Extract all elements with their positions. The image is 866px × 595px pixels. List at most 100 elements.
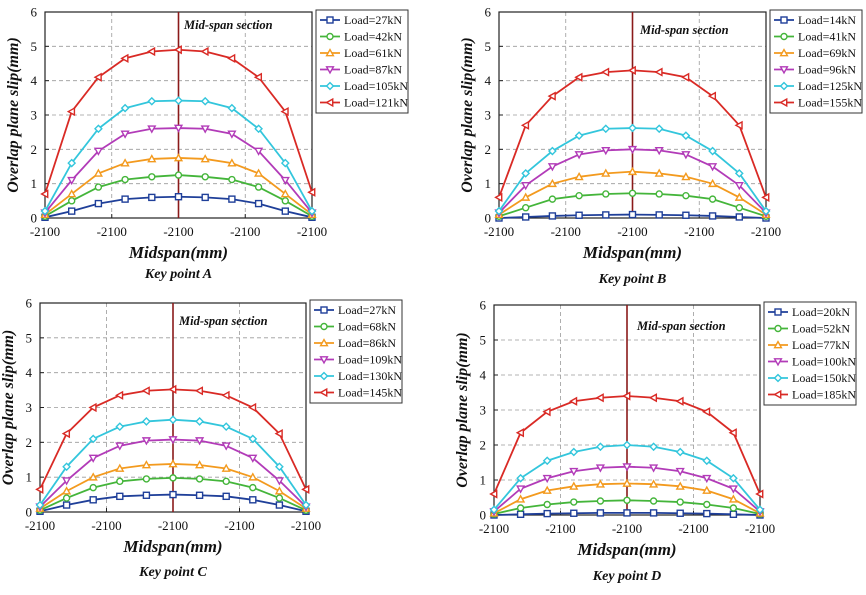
panel-3: 0 1 2 3 4 5 6 -2100 -2100 -2100 -2100 -2100 Mid-span… [0, 296, 403, 580]
data-point [67, 197, 76, 205]
data-point [675, 481, 685, 490]
legend-marker [773, 389, 782, 400]
data-point [761, 192, 770, 202]
data-point [574, 131, 584, 140]
data-point [141, 437, 151, 446]
x-tick-label: -2100 [479, 521, 509, 536]
data-point [489, 505, 499, 515]
x-tick-label: -2100 [484, 224, 514, 239]
data-point [623, 509, 631, 517]
y-tick-label: 5 [480, 333, 487, 348]
data-point [62, 501, 71, 509]
legend-label: Load=125kN [798, 79, 862, 93]
data-point [681, 171, 691, 181]
x-tick-label: -2100 [163, 224, 193, 239]
legend: Load=27kN Load=68kN Load=86kN Load=109kN Loa… [309, 299, 403, 404]
data-point [542, 407, 551, 417]
data-point [649, 464, 659, 473]
data-point [249, 496, 257, 504]
data-point [248, 472, 258, 481]
y-tick-label: 4 [26, 365, 33, 380]
data-point [247, 402, 257, 413]
data-point [734, 181, 744, 191]
data-point [146, 46, 156, 57]
data-point [200, 125, 210, 134]
x-tick-label: -2100 [678, 521, 708, 536]
y-tick-label: 0 [26, 505, 33, 520]
y-tick-label: 2 [485, 142, 492, 157]
data-point [200, 46, 209, 57]
data-point [274, 477, 284, 486]
legend-marker [780, 16, 788, 24]
data-point [601, 124, 611, 134]
panel-title: Key point A [144, 267, 212, 282]
data-point [94, 183, 103, 191]
data-point [228, 175, 236, 184]
data-point [174, 171, 183, 179]
data-point [174, 96, 183, 105]
x-tick-label: -2100 [224, 518, 254, 533]
legend: Load=27kN Load=42kN Load=61kN Load=87kN Load… [315, 9, 409, 114]
data-point [274, 486, 284, 495]
data-point [489, 489, 498, 499]
data-point [548, 212, 557, 220]
data-point [254, 199, 263, 208]
data-point [601, 146, 611, 156]
data-point [628, 123, 637, 133]
data-point [729, 510, 738, 518]
data-point [570, 498, 578, 506]
data-point [173, 153, 184, 162]
x-tick-label: -2100 [545, 521, 575, 536]
legend-marker [773, 373, 783, 383]
x-tick-label: -2100 [297, 224, 327, 239]
y-tick-label: 6 [26, 296, 33, 311]
legend-label: Load=105kN [344, 79, 408, 93]
data-point [62, 462, 71, 472]
legend-marker [326, 16, 334, 24]
data-point [275, 462, 284, 472]
data-point [116, 477, 124, 486]
data-point [681, 151, 691, 160]
data-point [62, 477, 72, 486]
data-point [227, 130, 237, 139]
legend-label: Load=145kN [338, 386, 402, 400]
data-point [120, 130, 130, 139]
legend-label: Load=155kN [798, 96, 862, 110]
x-tick-label: -2100 [25, 518, 55, 533]
data-point [281, 197, 289, 205]
data-point [761, 206, 771, 216]
mid-span-annotation: Mid-span section [178, 314, 268, 328]
x-axis-label: Midspan(mm) [122, 537, 222, 556]
data-point [195, 417, 204, 426]
data-point [93, 147, 103, 156]
data-point [515, 428, 525, 438]
data-point [575, 211, 583, 219]
data-point [66, 106, 76, 117]
data-point [88, 402, 97, 413]
data-point [195, 491, 204, 499]
legend-marker [773, 358, 783, 367]
legend: Load=20kN Load=52kN Load=77kN Load=100kN Loa… [763, 301, 857, 406]
data-point [168, 459, 178, 468]
data-point [280, 158, 290, 168]
data-point [654, 67, 663, 77]
data-point [62, 494, 71, 502]
data-point [221, 422, 231, 432]
legend-box [763, 301, 857, 406]
data-point [649, 509, 658, 517]
data-point [622, 440, 632, 450]
data-point [627, 65, 636, 75]
data-point [115, 422, 125, 432]
data-point [116, 492, 124, 501]
y-tick-label: 2 [480, 438, 487, 453]
legend-label: Load=42kN [344, 30, 402, 44]
data-point [254, 147, 264, 156]
data-point [275, 501, 284, 509]
data-point [280, 189, 290, 198]
data-point [516, 473, 525, 483]
data-point [574, 171, 584, 181]
data-point [516, 504, 525, 512]
data-point [253, 72, 263, 82]
data-point [734, 192, 744, 201]
data-point [570, 509, 578, 517]
